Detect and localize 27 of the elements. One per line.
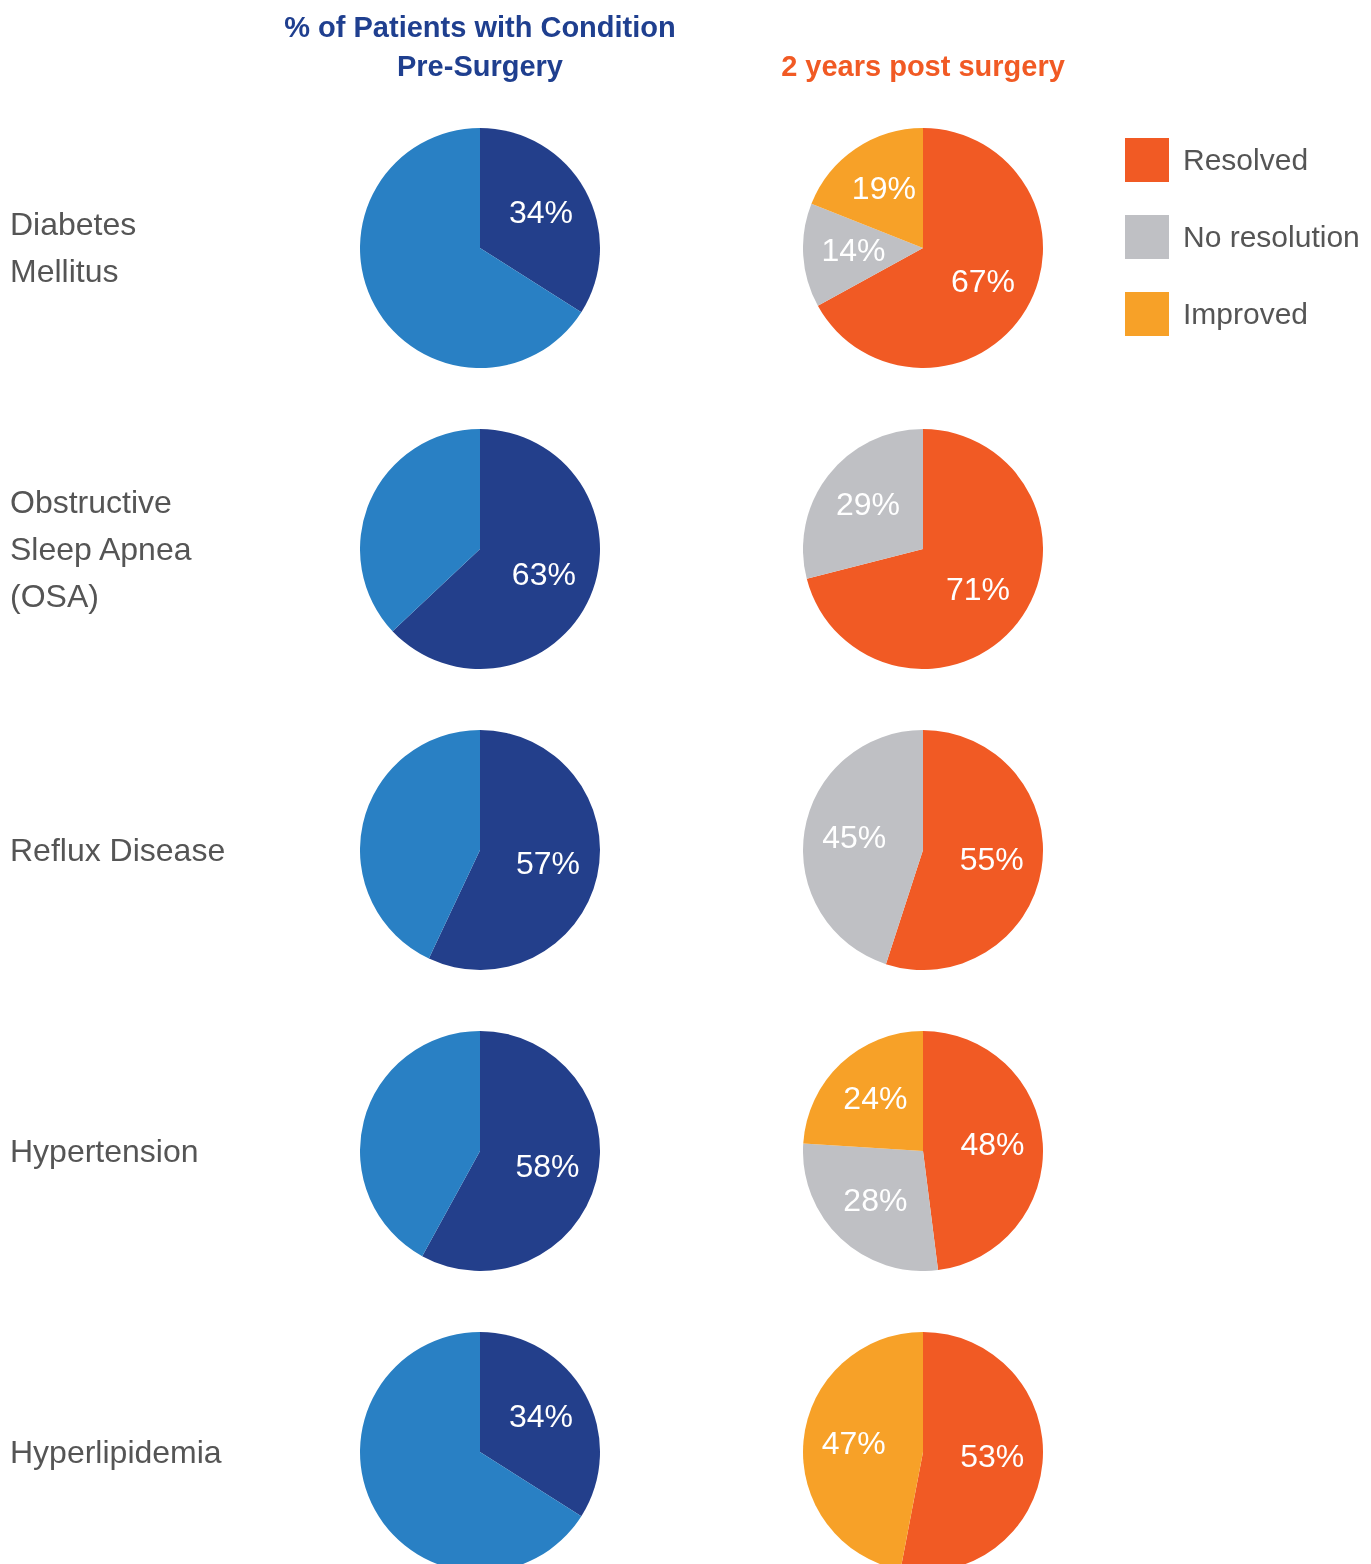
data-label: 29% [835, 486, 901, 523]
legend-label: Resolved [1183, 143, 1309, 177]
text: Reflux Disease [10, 830, 226, 870]
data-label: 53% [960, 1438, 1025, 1475]
text: Hypertension [10, 1131, 199, 1171]
data-label: 34% [508, 194, 574, 231]
legend-label: Improved [1183, 297, 1309, 331]
data-label: 67% [950, 263, 1015, 300]
data-label: 58% [515, 1148, 580, 1185]
text: Hyperlipidemia [10, 1432, 222, 1472]
data-label: 47% [821, 1425, 886, 1462]
data-label: 45% [822, 818, 887, 855]
data-label: 34% [508, 1398, 574, 1435]
data-label: 63% [511, 556, 576, 593]
chart-title: 2 years post surgery [780, 49, 1066, 84]
data-label: 48% [960, 1126, 1025, 1163]
data-label: 55% [959, 840, 1024, 877]
data-label: 28% [843, 1181, 908, 1218]
data-label: 24% [843, 1080, 908, 1117]
data-label: 71% [945, 571, 1011, 608]
data-label: 19% [851, 170, 916, 207]
data-label: 14% [821, 232, 886, 269]
text: Diabetes Mellitus [10, 205, 138, 291]
chart-title: % of Patients with Condition Pre-Surgery [283, 10, 677, 84]
text: Obstructive Sleep Apnea (OSA) [10, 482, 193, 616]
data-label: 57% [515, 845, 580, 882]
legend-label: No resolution [1183, 220, 1360, 254]
